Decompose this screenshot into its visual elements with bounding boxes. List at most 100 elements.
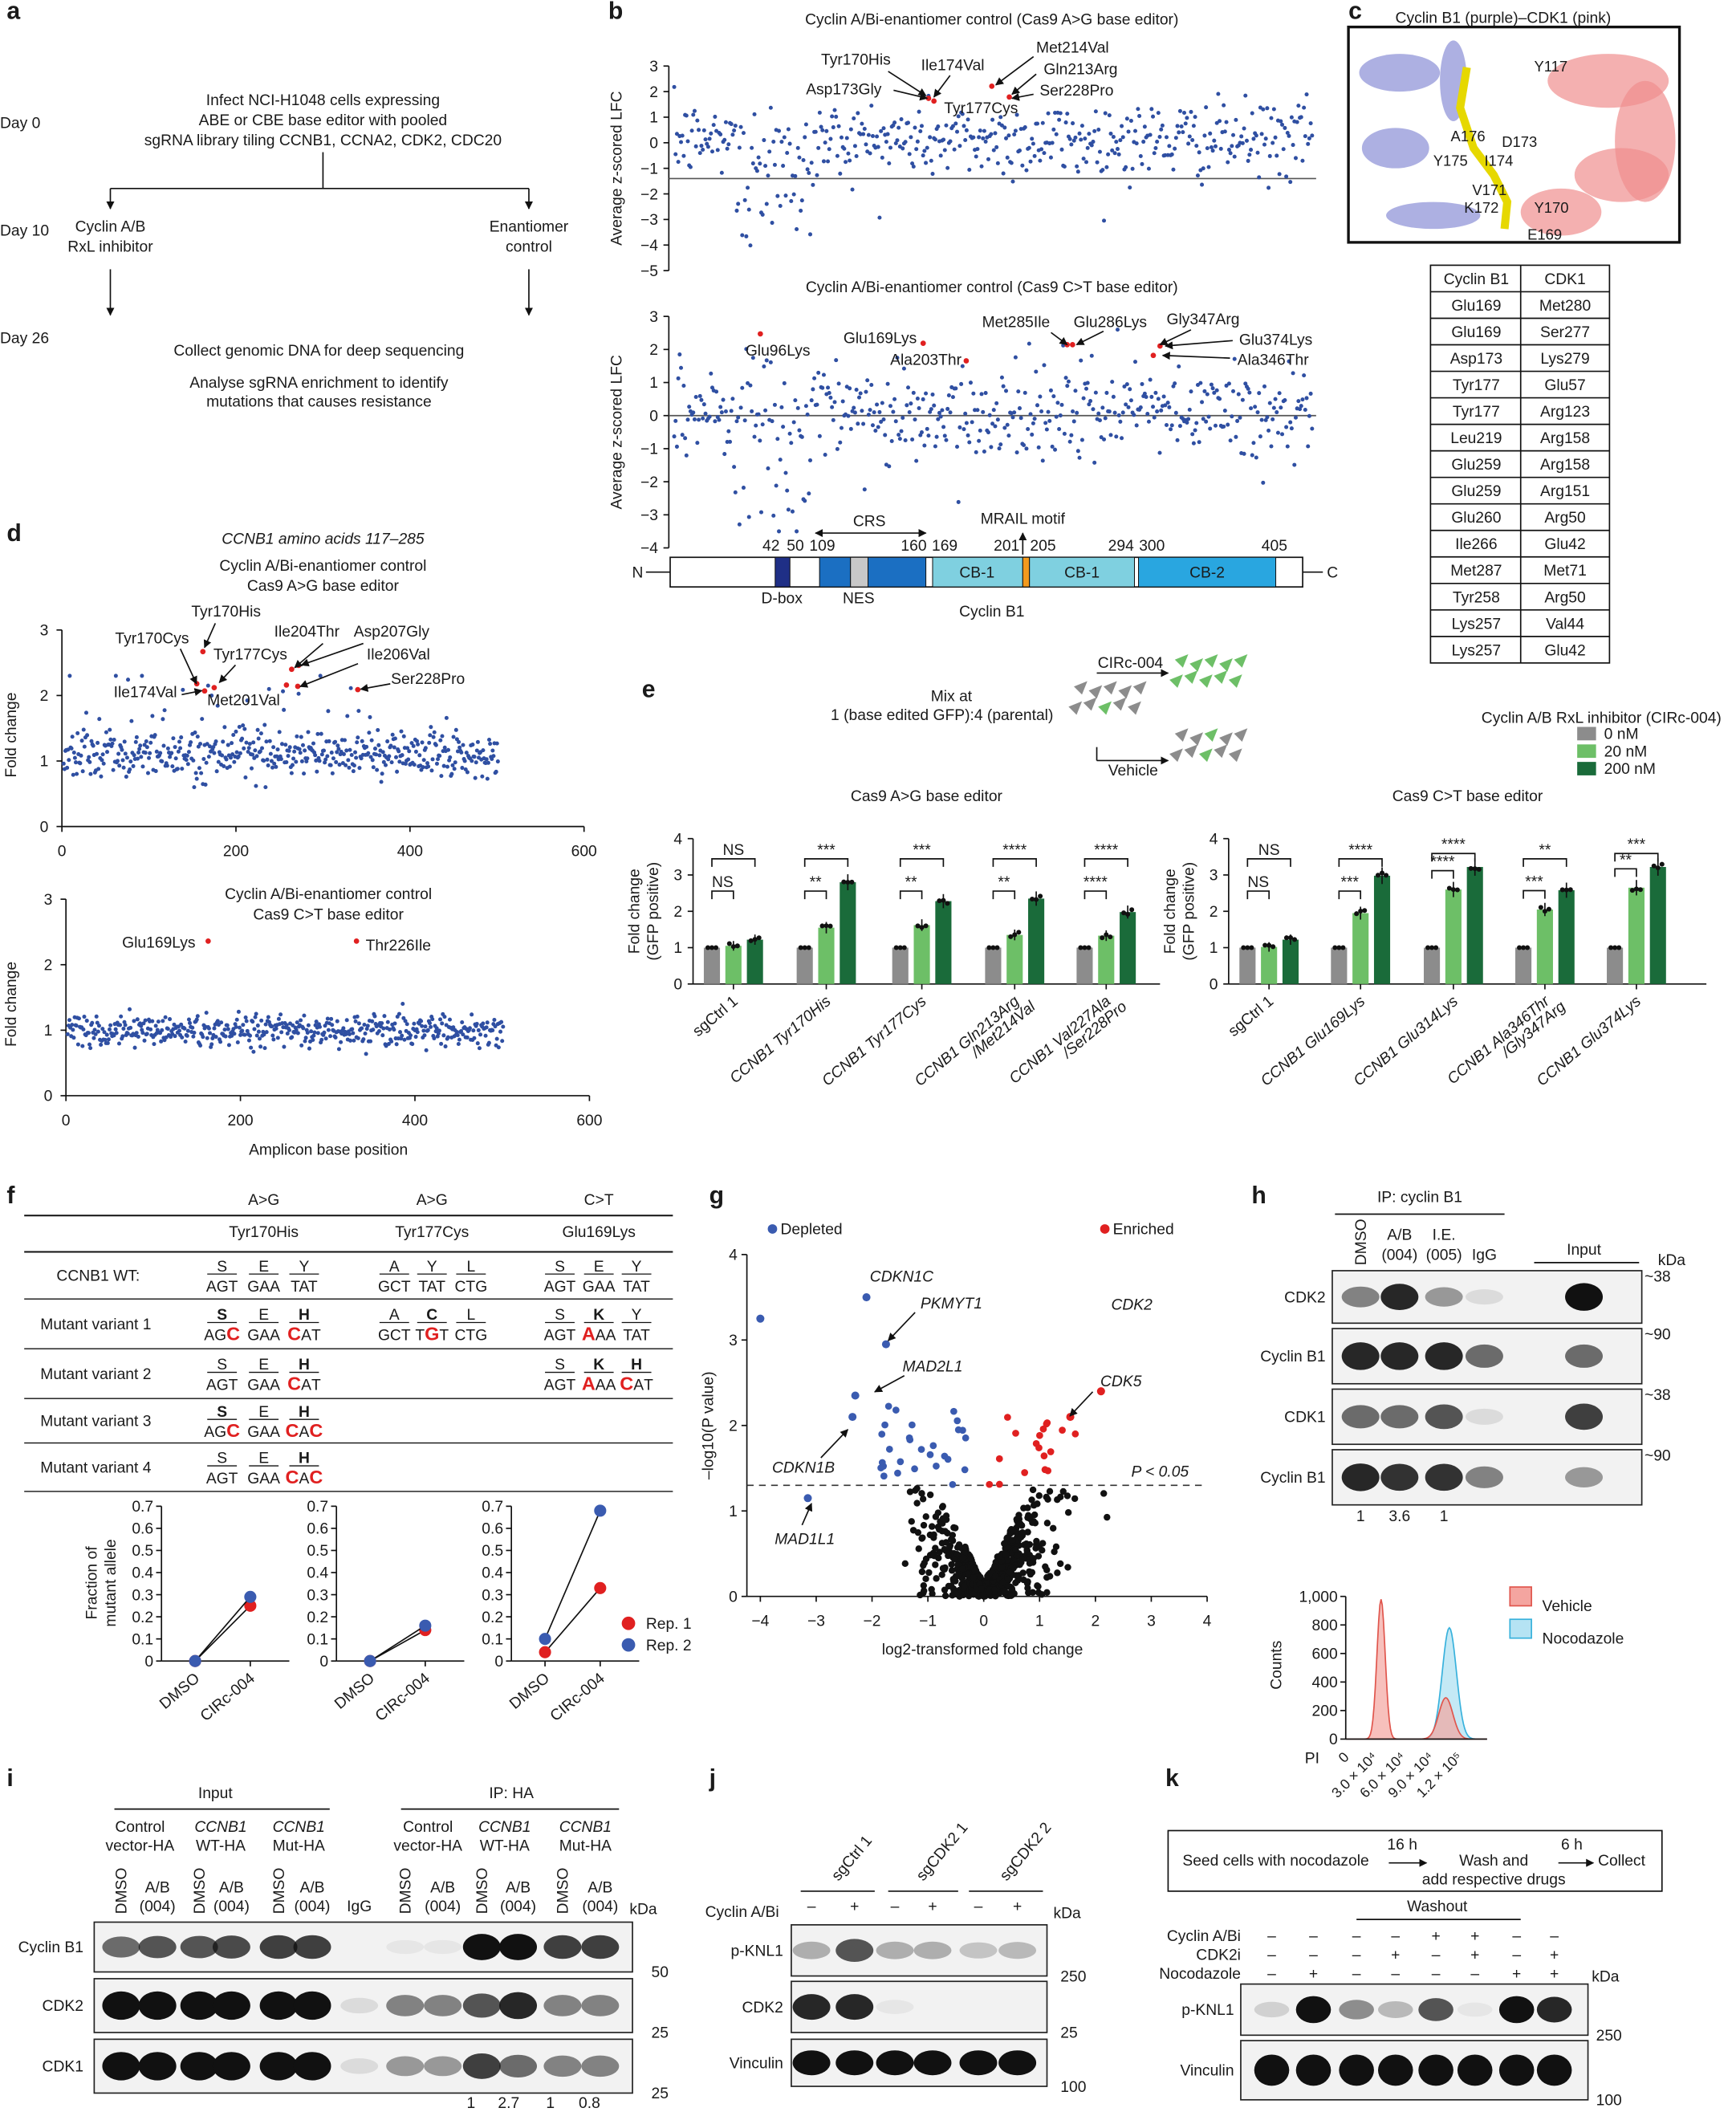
data-point xyxy=(1259,417,1264,422)
data-point xyxy=(438,1017,443,1022)
band xyxy=(259,2052,298,2081)
replicate-point xyxy=(1375,873,1381,878)
data-point xyxy=(1164,422,1169,428)
bar xyxy=(1006,934,1023,984)
legend-label: Nocodazole xyxy=(1543,1630,1624,1647)
data-point xyxy=(892,120,897,125)
cell-icon xyxy=(1074,681,1088,695)
data-point xyxy=(434,761,439,766)
data-point xyxy=(872,410,876,415)
data-point xyxy=(941,137,946,142)
data-point xyxy=(238,1032,243,1037)
data-point xyxy=(234,729,238,734)
data-point xyxy=(1151,405,1156,409)
variant-label: Mutant variant 1 xyxy=(40,1316,151,1333)
band xyxy=(424,2056,462,2077)
data-point xyxy=(816,370,821,375)
enriched-point xyxy=(1032,1439,1040,1447)
data-point xyxy=(732,128,737,132)
data-point xyxy=(483,1033,488,1038)
data-point xyxy=(970,1574,978,1581)
data-point xyxy=(112,737,116,743)
bar xyxy=(1373,875,1391,984)
data-point xyxy=(183,1039,188,1044)
data-point xyxy=(823,452,827,458)
data-point xyxy=(756,412,761,417)
data-point xyxy=(71,772,75,777)
data-point xyxy=(323,1036,328,1041)
data-point xyxy=(1247,390,1252,395)
band xyxy=(212,1935,250,1959)
data-point xyxy=(991,148,996,153)
data-point xyxy=(240,736,245,741)
data-point xyxy=(447,1017,452,1022)
highlight-point xyxy=(353,938,360,944)
data-point xyxy=(1032,153,1037,158)
data-point xyxy=(734,208,739,213)
mutated-base: A xyxy=(582,1323,596,1344)
data-point xyxy=(1036,445,1041,450)
data-point xyxy=(913,417,917,422)
data-point xyxy=(177,1028,181,1033)
y-axis-label: Fold change xyxy=(3,962,20,1047)
data-point xyxy=(793,398,798,403)
depleted-point xyxy=(906,1436,914,1443)
data-point xyxy=(70,735,75,739)
data-point xyxy=(371,765,376,770)
data-point xyxy=(412,763,417,767)
data-point xyxy=(1205,146,1210,151)
point-label: Ser228Pro xyxy=(391,671,465,688)
data-point xyxy=(967,167,972,172)
bar xyxy=(1423,947,1441,984)
data-point xyxy=(770,419,774,424)
data-point xyxy=(1018,1528,1027,1536)
data-point xyxy=(799,434,804,439)
data-point xyxy=(1096,411,1101,416)
data-point xyxy=(1214,388,1219,393)
data-point xyxy=(1177,424,1182,429)
treatment-sign: + xyxy=(1550,1947,1559,1963)
data-point xyxy=(995,417,1000,422)
data-point xyxy=(105,1040,110,1045)
data-point xyxy=(354,755,359,760)
depleted-point xyxy=(926,1451,934,1459)
data-point xyxy=(928,135,933,140)
data-point xyxy=(697,393,702,398)
data-point xyxy=(1257,391,1262,396)
data-point xyxy=(1028,159,1033,164)
data-point xyxy=(991,408,996,413)
band xyxy=(959,1942,998,1959)
panel-label-a: a xyxy=(6,0,20,25)
data-point xyxy=(1238,415,1242,420)
data-point xyxy=(409,1033,413,1038)
data-point xyxy=(1054,414,1059,419)
data-point xyxy=(876,425,880,429)
lane-label: DMSO xyxy=(114,1868,131,1915)
data-point xyxy=(1002,125,1007,130)
data-point xyxy=(255,727,260,732)
data-point xyxy=(824,128,829,133)
data-point xyxy=(684,113,689,118)
data-point xyxy=(1266,185,1271,190)
y-tick-label: 0.4 xyxy=(307,1565,328,1582)
data-point xyxy=(1013,128,1018,133)
data-point xyxy=(957,425,962,429)
data-point xyxy=(952,1577,959,1585)
data-point xyxy=(1063,376,1068,380)
data-point xyxy=(1197,150,1201,155)
data-point xyxy=(158,751,163,755)
data-point xyxy=(713,114,718,119)
data-point xyxy=(315,769,319,774)
data-point xyxy=(1141,140,1146,144)
replicate-point xyxy=(893,945,899,950)
data-point xyxy=(1023,1542,1031,1550)
y-tick-label: 4 xyxy=(1210,831,1218,848)
data-point xyxy=(856,395,862,400)
data-point xyxy=(422,1033,427,1038)
data-point xyxy=(1191,441,1196,446)
codon: CAT xyxy=(287,1373,321,1394)
data-point xyxy=(691,112,696,117)
y-tick-label: 3 xyxy=(649,309,658,326)
data-point xyxy=(918,1568,926,1576)
data-point xyxy=(1071,419,1076,424)
